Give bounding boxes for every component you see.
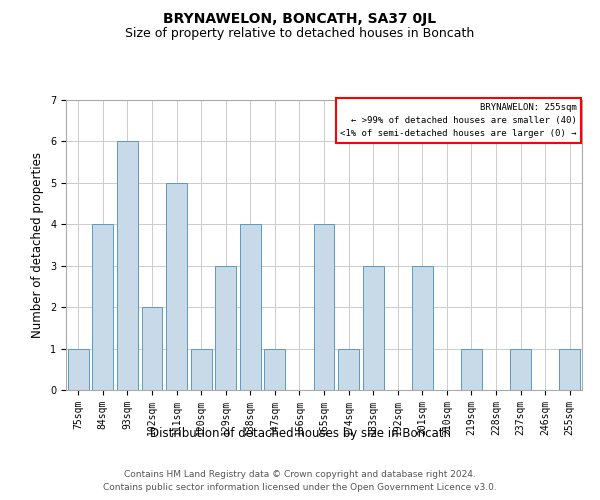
Text: BRYNAWELON, BONCATH, SA37 0JL: BRYNAWELON, BONCATH, SA37 0JL xyxy=(163,12,437,26)
Text: BRYNAWELON: 255sqm
← >99% of detached houses are smaller (40)
<1% of semi-detach: BRYNAWELON: 255sqm ← >99% of detached ho… xyxy=(340,103,577,138)
Bar xyxy=(92,224,113,390)
Text: Distribution of detached houses by size in Boncath: Distribution of detached houses by size … xyxy=(149,428,451,440)
Bar xyxy=(338,348,359,390)
Bar xyxy=(68,348,89,390)
Bar xyxy=(142,307,163,390)
Bar xyxy=(191,348,212,390)
Bar xyxy=(412,266,433,390)
Bar xyxy=(215,266,236,390)
Bar xyxy=(314,224,334,390)
Bar xyxy=(362,266,383,390)
Bar xyxy=(166,183,187,390)
Bar xyxy=(461,348,482,390)
Bar xyxy=(510,348,531,390)
Text: Size of property relative to detached houses in Boncath: Size of property relative to detached ho… xyxy=(125,28,475,40)
Text: Contains HM Land Registry data © Crown copyright and database right 2024.
Contai: Contains HM Land Registry data © Crown c… xyxy=(103,470,497,492)
Y-axis label: Number of detached properties: Number of detached properties xyxy=(31,152,44,338)
Bar xyxy=(265,348,286,390)
Bar xyxy=(240,224,261,390)
Bar xyxy=(117,142,138,390)
Bar xyxy=(559,348,580,390)
